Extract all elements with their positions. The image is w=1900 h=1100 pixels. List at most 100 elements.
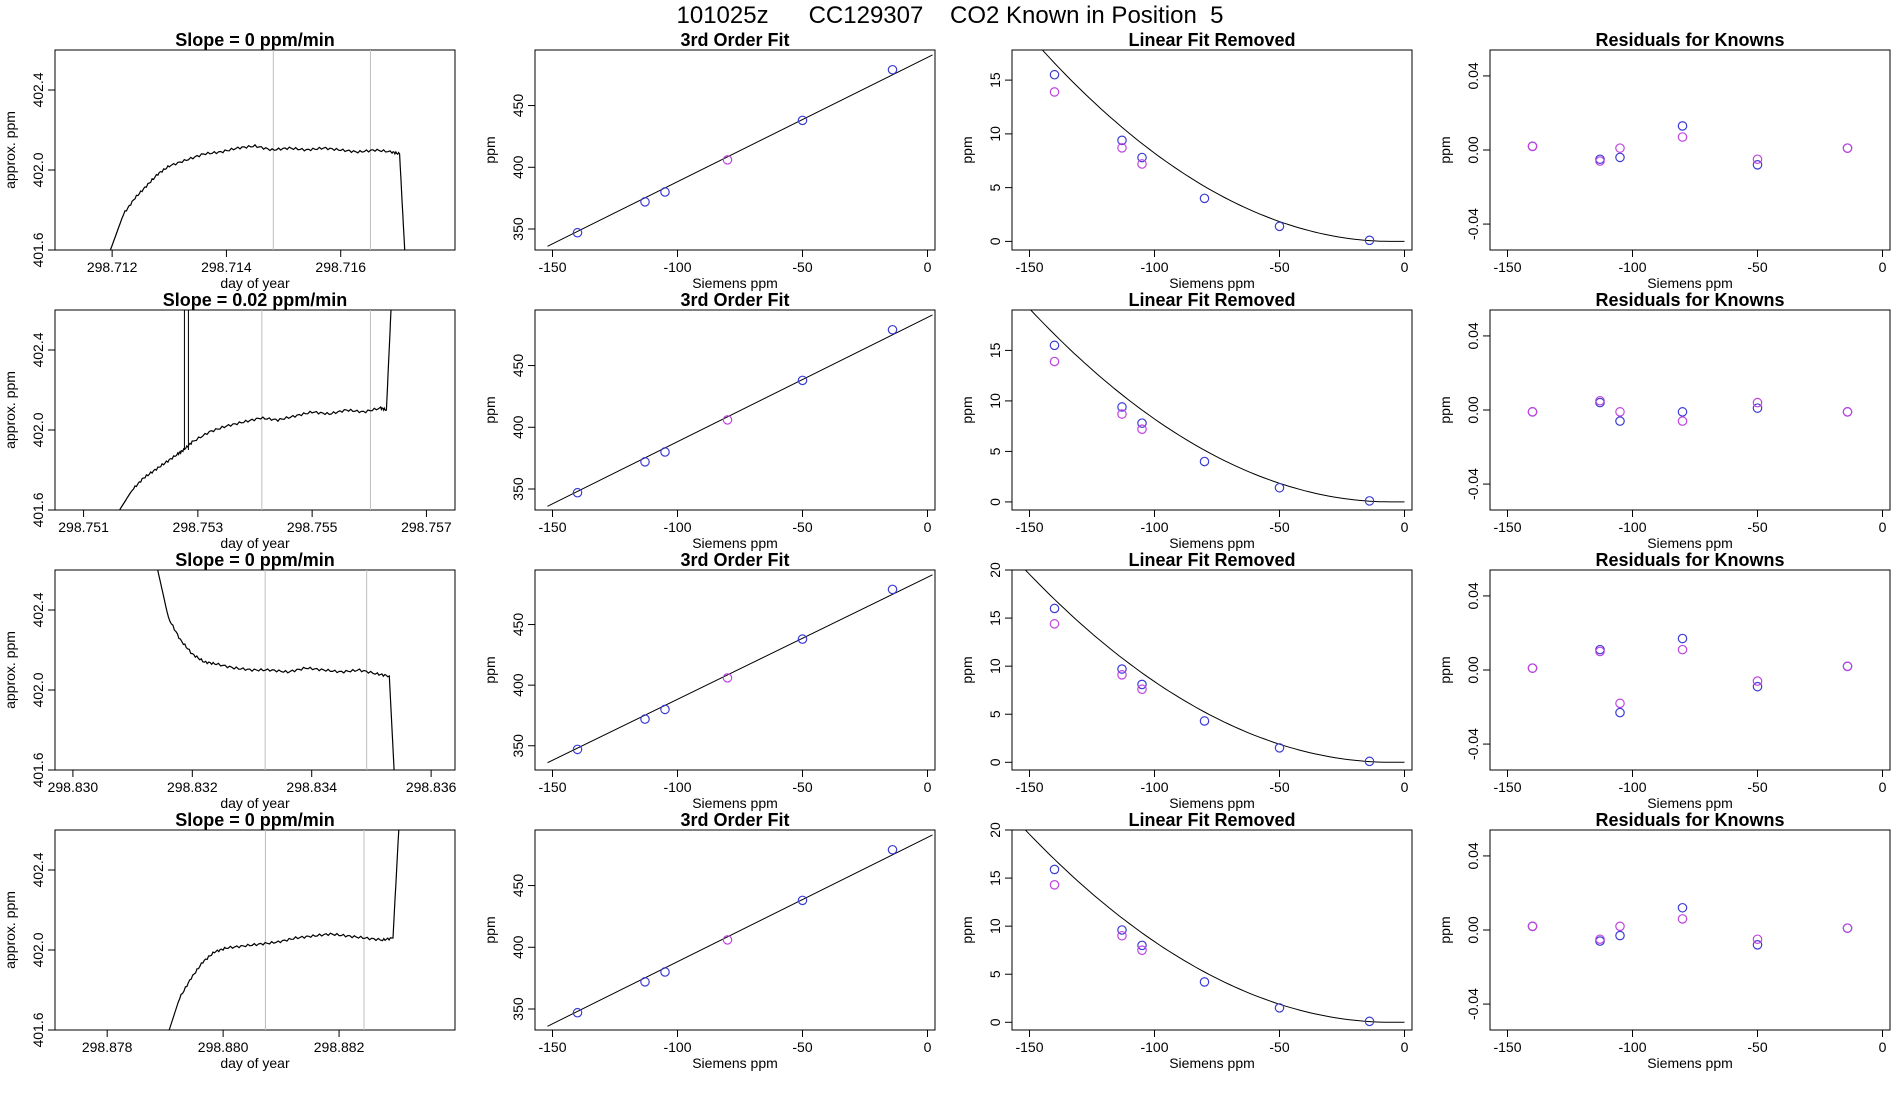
x-tick-label: -100 <box>663 519 691 535</box>
x-tick-label: 298.878 <box>82 1039 133 1055</box>
plot-frame <box>54 569 456 771</box>
data-point <box>887 844 898 855</box>
data-point <box>887 584 898 595</box>
y-tick-label: 450 <box>510 613 526 637</box>
y-tick-label: 401.6 <box>30 232 46 267</box>
panel-16: Residuals for Knowns -150 -100 -50 0 -0.04 0.0… <box>1437 810 1891 1071</box>
y-tick-label: 15 <box>987 342 1003 358</box>
data-point <box>1199 456 1210 467</box>
data-point <box>1137 159 1147 169</box>
panel-1: Slope = 0 ppm/min 298.712 298.714 298.716 40… <box>2 30 456 291</box>
plot-frame <box>54 49 456 251</box>
y-tick-label: 400 <box>510 935 526 959</box>
x-tick-label: -50 <box>792 259 812 275</box>
plot-data <box>109 50 406 250</box>
fit-curve <box>1030 310 1405 503</box>
plot-frame <box>534 569 936 771</box>
data-point <box>1595 646 1605 657</box>
y-axis-label: ppm <box>482 136 498 163</box>
panel-title: Linear Fit Removed <box>1128 810 1295 830</box>
data-point <box>1117 925 1127 935</box>
y-axis-label: ppm <box>1437 396 1453 423</box>
data-point <box>1615 143 1625 153</box>
x-axis-label: Siemens ppm <box>1647 535 1733 551</box>
x-tick-label: 298.716 <box>315 259 366 275</box>
panel-12: Residuals for Knowns -150 -100 -50 0 -0.04 0.0… <box>1437 550 1891 811</box>
data-point <box>1842 661 1853 672</box>
data-point <box>1752 681 1763 692</box>
y-axis-label: ppm <box>959 136 975 163</box>
x-tick-label: 298.836 <box>406 779 457 795</box>
x-tick-label: 0 <box>924 259 932 275</box>
panel-title: Residuals for Knowns <box>1595 290 1784 310</box>
data-point <box>1527 407 1538 417</box>
panel-6: 3rd Order Fit -150 -100 -50 0 350 400 450 Siemen… <box>482 290 936 551</box>
data-point <box>1752 397 1763 408</box>
y-tick-label: 0.00 <box>1465 396 1481 423</box>
x-tick-label: -100 <box>1140 1039 1168 1055</box>
y-tick-label: 450 <box>510 874 526 898</box>
x-tick-label: 298.834 <box>286 779 337 795</box>
y-tick-label: 0.00 <box>1465 916 1481 943</box>
x-tick-label: -150 <box>538 519 566 535</box>
x-tick-label: 0 <box>1879 259 1887 275</box>
data-point <box>1137 684 1147 695</box>
y-axis-label: ppm <box>482 656 498 683</box>
data-point <box>1615 152 1625 163</box>
y-tick-label: 0.00 <box>1465 136 1481 163</box>
data-point <box>1364 496 1375 506</box>
x-tick-label: -100 <box>1618 779 1646 795</box>
plot-frame <box>1011 569 1413 771</box>
y-tick-label: 0.00 <box>1465 656 1481 683</box>
y-tick-label: 20 <box>987 562 1003 578</box>
y-tick-label: 15 <box>987 72 1003 88</box>
x-tick-label: -100 <box>1140 259 1168 275</box>
x-tick-label: -150 <box>538 259 566 275</box>
data-point <box>722 673 733 683</box>
panel-8: Residuals for Knowns -150 -100 -50 0 -0.04 0.0… <box>1437 290 1891 551</box>
plot-data <box>1030 310 1405 506</box>
x-axis-label: Siemens ppm <box>1647 795 1733 811</box>
y-tick-label: 5 <box>987 447 1003 455</box>
data-point <box>1615 921 1625 932</box>
data-point <box>1137 679 1147 690</box>
data-point <box>572 227 583 238</box>
data-point <box>1137 152 1147 163</box>
y-tick-label: 402.0 <box>30 932 46 967</box>
x-tick-label: -50 <box>1269 519 1289 535</box>
y-tick-label: 0 <box>987 237 1003 245</box>
plot-data <box>1024 570 1405 767</box>
data-point <box>1364 1016 1375 1027</box>
data-point <box>572 487 583 498</box>
y-tick-label: 450 <box>510 354 526 378</box>
data-point <box>1117 143 1127 153</box>
x-tick-label: 0 <box>1401 259 1409 275</box>
y-tick-label: 401.6 <box>30 752 46 787</box>
y-tick-label: 402.0 <box>30 672 46 707</box>
data-point <box>1842 923 1853 933</box>
x-tick-label: -50 <box>1747 1039 1767 1055</box>
x-axis-label: day of year <box>220 795 290 811</box>
y-tick-label: 400 <box>510 415 526 439</box>
plot-data <box>1527 121 1853 170</box>
plot-data <box>168 830 400 1030</box>
data-point <box>1364 235 1375 246</box>
y-tick-label: 401.6 <box>30 1012 46 1047</box>
fit-line <box>547 314 933 507</box>
data-point <box>1117 670 1127 680</box>
page-title: 101025z CC129307 CO2 Known in Position 5 <box>676 2 1224 29</box>
panel-title: Linear Fit Removed <box>1128 550 1295 570</box>
panel-10: 3rd Order Fit -150 -100 -50 0 350 400 450 Siemen… <box>482 550 936 811</box>
y-tick-label: 10 <box>987 918 1003 934</box>
data-point <box>572 744 583 755</box>
data-point <box>660 704 670 715</box>
x-tick-label: 0 <box>1879 1039 1887 1055</box>
y-tick-label: 15 <box>987 870 1003 886</box>
data-point <box>1117 135 1127 146</box>
plot-frame <box>54 309 456 511</box>
data-point <box>1527 921 1538 932</box>
plot-data <box>547 834 933 1027</box>
y-tick-label: 0 <box>987 1018 1003 1026</box>
x-tick-label: -100 <box>1140 519 1168 535</box>
data-point <box>1677 416 1688 426</box>
